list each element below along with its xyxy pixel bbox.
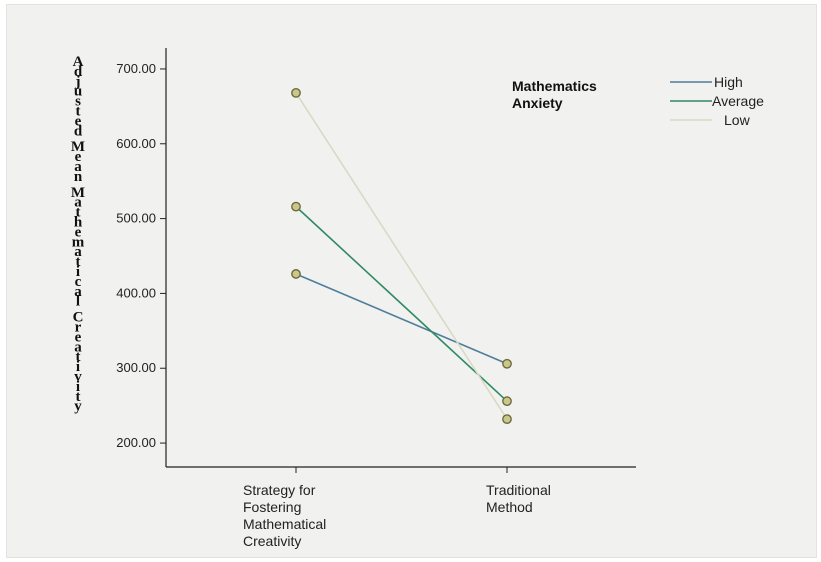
series-lines (295, 92, 508, 420)
data-point-high (291, 269, 301, 279)
legend-label-high: High (714, 74, 743, 90)
data-point-low (291, 87, 301, 98)
data-point-average (291, 201, 301, 212)
y-tick-label: 400.00 (116, 285, 156, 300)
series-markers (291, 87, 512, 425)
legend-label-average: Average (712, 93, 764, 109)
y-tick-label: 600.00 (116, 136, 156, 151)
y-tick-label: 700.00 (116, 61, 156, 76)
legend-title: Mathematics Anxiety (512, 78, 597, 111)
y-tick-label: 200.00 (116, 435, 156, 450)
series-line-average (295, 206, 508, 402)
axes: 200.00 300.00 400.00 500.00 600.00 700.00 Stra… (116, 48, 636, 549)
chart-background (6, 4, 817, 558)
data-point-low (502, 414, 512, 425)
x-category-label: Traditional Method (486, 482, 551, 515)
x-category-label: Strategy for Fostering Mathematical Creativ… (243, 482, 326, 549)
y-tick-label: 500.00 (116, 211, 156, 226)
legend-label-low: Low (724, 112, 751, 128)
data-point-high (502, 358, 512, 369)
series-line-high (295, 273, 508, 365)
series-line-low (295, 92, 508, 420)
legend: Mathematics Anxiety High Average Low (512, 74, 764, 128)
y-tick-label: 300.00 (116, 360, 156, 375)
data-point-average (502, 396, 512, 407)
